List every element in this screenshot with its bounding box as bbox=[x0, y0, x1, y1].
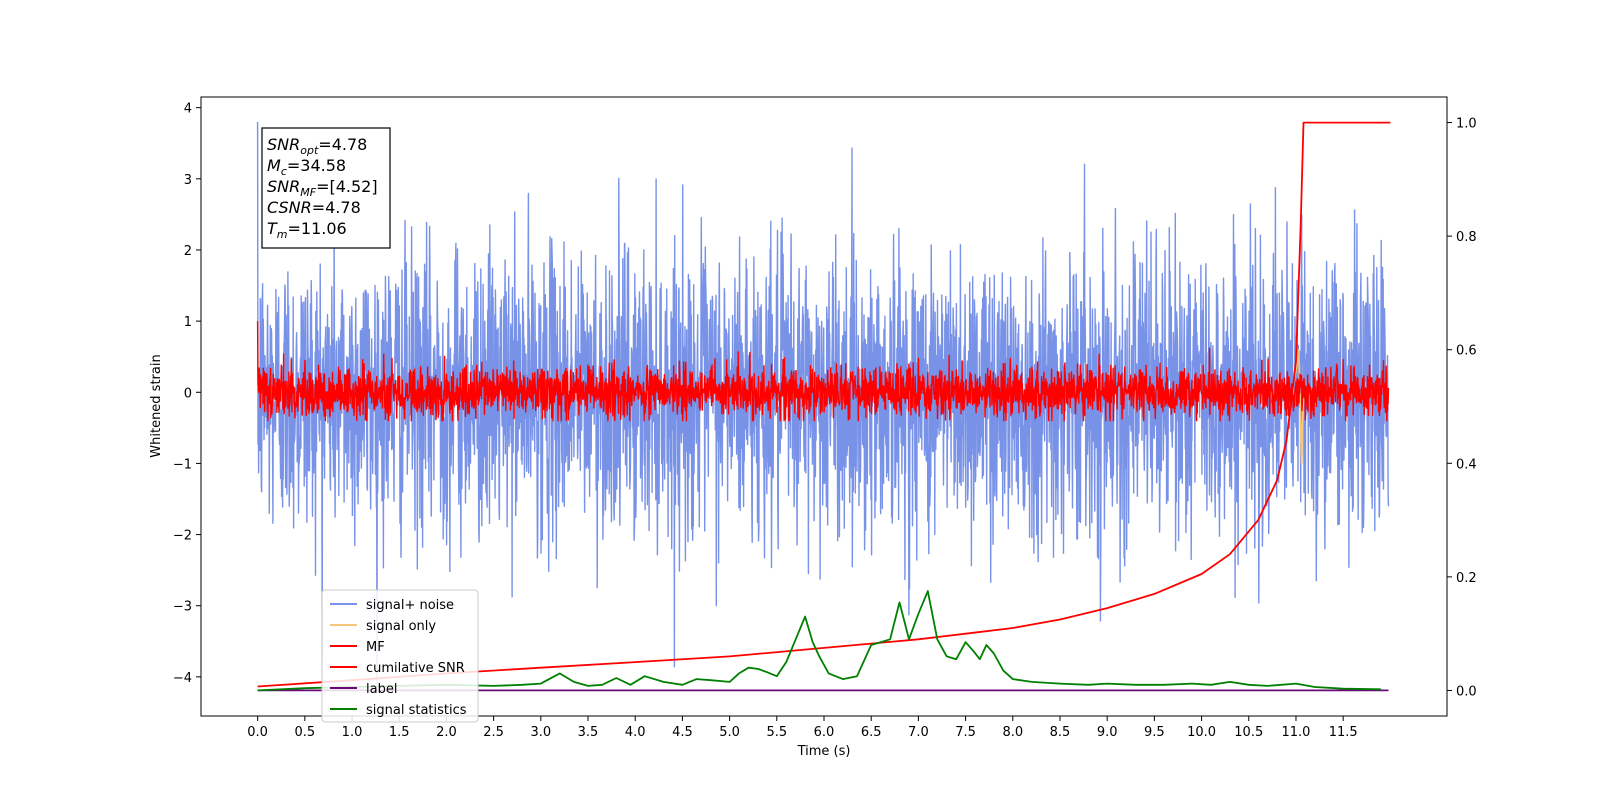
annotation-box: SNRopt=4.78Mc=34.58SNRMF=[4.52]CSNR=4.78… bbox=[261, 127, 391, 249]
series-line-mf bbox=[256, 321, 1390, 422]
x-tick-label: 5.5 bbox=[766, 725, 787, 740]
legend-label: signal only bbox=[366, 619, 436, 634]
y-tick-label: 4 bbox=[184, 102, 192, 117]
y-axis-left: −4 −3 −2 −1 0 1 2 3 4 bbox=[173, 102, 201, 686]
x-tick-label: 8.0 bbox=[1002, 725, 1023, 740]
y-tick-label: 1 bbox=[184, 315, 192, 330]
y-tick-label: 2 bbox=[184, 244, 192, 259]
series-layer bbox=[256, 121, 1391, 692]
x-tick-label: 8.5 bbox=[1050, 725, 1071, 740]
x-tick-label: 7.5 bbox=[955, 725, 976, 740]
x-axis: 0.0 0.5 1.0 1.5 2.0 2.5 3.0 3.5 4.0 4.5 5.0 5.5 6.0 6… bbox=[247, 716, 1358, 740]
x-tick-label: 1.5 bbox=[389, 725, 410, 740]
y2-tick-label: 0.6 bbox=[1456, 344, 1477, 359]
x-tick-label: 5.0 bbox=[719, 725, 740, 740]
series-line-signal-statistics bbox=[257, 590, 1381, 692]
annotation-line: Tm=11.06 bbox=[267, 219, 347, 241]
y-tick-label: −2 bbox=[173, 529, 192, 544]
y-tick-label: 3 bbox=[184, 173, 192, 188]
x-tick-label: 2.0 bbox=[436, 725, 457, 740]
legend-label: label bbox=[366, 682, 397, 697]
x-tick-label: 0.5 bbox=[294, 725, 315, 740]
x-tick-label: 1.0 bbox=[342, 725, 363, 740]
x-tick-label: 10.0 bbox=[1187, 725, 1216, 740]
x-tick-label: 2.5 bbox=[483, 725, 504, 740]
y-tick-label: −4 bbox=[173, 671, 192, 686]
x-axis-title: Time (s) bbox=[797, 744, 851, 759]
x-tick-label: 9.0 bbox=[1097, 725, 1118, 740]
x-tick-label: 9.5 bbox=[1144, 725, 1165, 740]
y-tick-label: −1 bbox=[173, 457, 192, 472]
y2-tick-label: 0.0 bbox=[1456, 684, 1477, 699]
y2-tick-label: 0.8 bbox=[1456, 230, 1477, 245]
y2-tick-label: 1.0 bbox=[1456, 117, 1477, 132]
y2-tick-label: 0.4 bbox=[1456, 457, 1477, 472]
y-axis-right: 0.0 0.2 0.4 0.6 0.8 1.0 bbox=[1447, 117, 1477, 699]
legend-label: cumilative SNR bbox=[366, 661, 465, 676]
x-tick-label: 7.0 bbox=[908, 725, 929, 740]
legend-label: MF bbox=[366, 640, 385, 655]
x-tick-label: 3.0 bbox=[530, 725, 551, 740]
legend-frame bbox=[321, 589, 479, 723]
x-tick-label: 4.0 bbox=[625, 725, 646, 740]
x-tick-label: 4.5 bbox=[672, 725, 693, 740]
y-tick-label: 0 bbox=[184, 386, 192, 401]
x-tick-label: 0.0 bbox=[247, 725, 268, 740]
y2-tick-label: 0.2 bbox=[1456, 571, 1477, 586]
series-line-cumilative-snr bbox=[257, 121, 1391, 688]
y-axis-title: Whitened strain bbox=[149, 354, 164, 457]
x-tick-label: 6.5 bbox=[861, 725, 882, 740]
annotation-line: CSNR=4.78 bbox=[267, 198, 361, 217]
x-tick-label: 3.5 bbox=[578, 725, 599, 740]
legend: signal+ noise signal only MF cumilative SNR… bbox=[321, 589, 479, 723]
annotation-line: SNRMF=[4.52] bbox=[267, 177, 378, 199]
x-tick-label: 10.5 bbox=[1234, 725, 1263, 740]
legend-label: signal+ noise bbox=[366, 598, 454, 613]
annotation-line: SNRopt=4.78 bbox=[267, 135, 367, 157]
y-tick-label: −3 bbox=[173, 600, 192, 615]
x-tick-label: 11.5 bbox=[1329, 725, 1358, 740]
annotation-line: Mc=34.58 bbox=[267, 156, 346, 178]
legend-label: signal statistics bbox=[366, 703, 467, 718]
x-tick-label: 11.0 bbox=[1281, 725, 1310, 740]
x-tick-label: 6.0 bbox=[814, 725, 835, 740]
annotation-frame bbox=[261, 127, 391, 249]
